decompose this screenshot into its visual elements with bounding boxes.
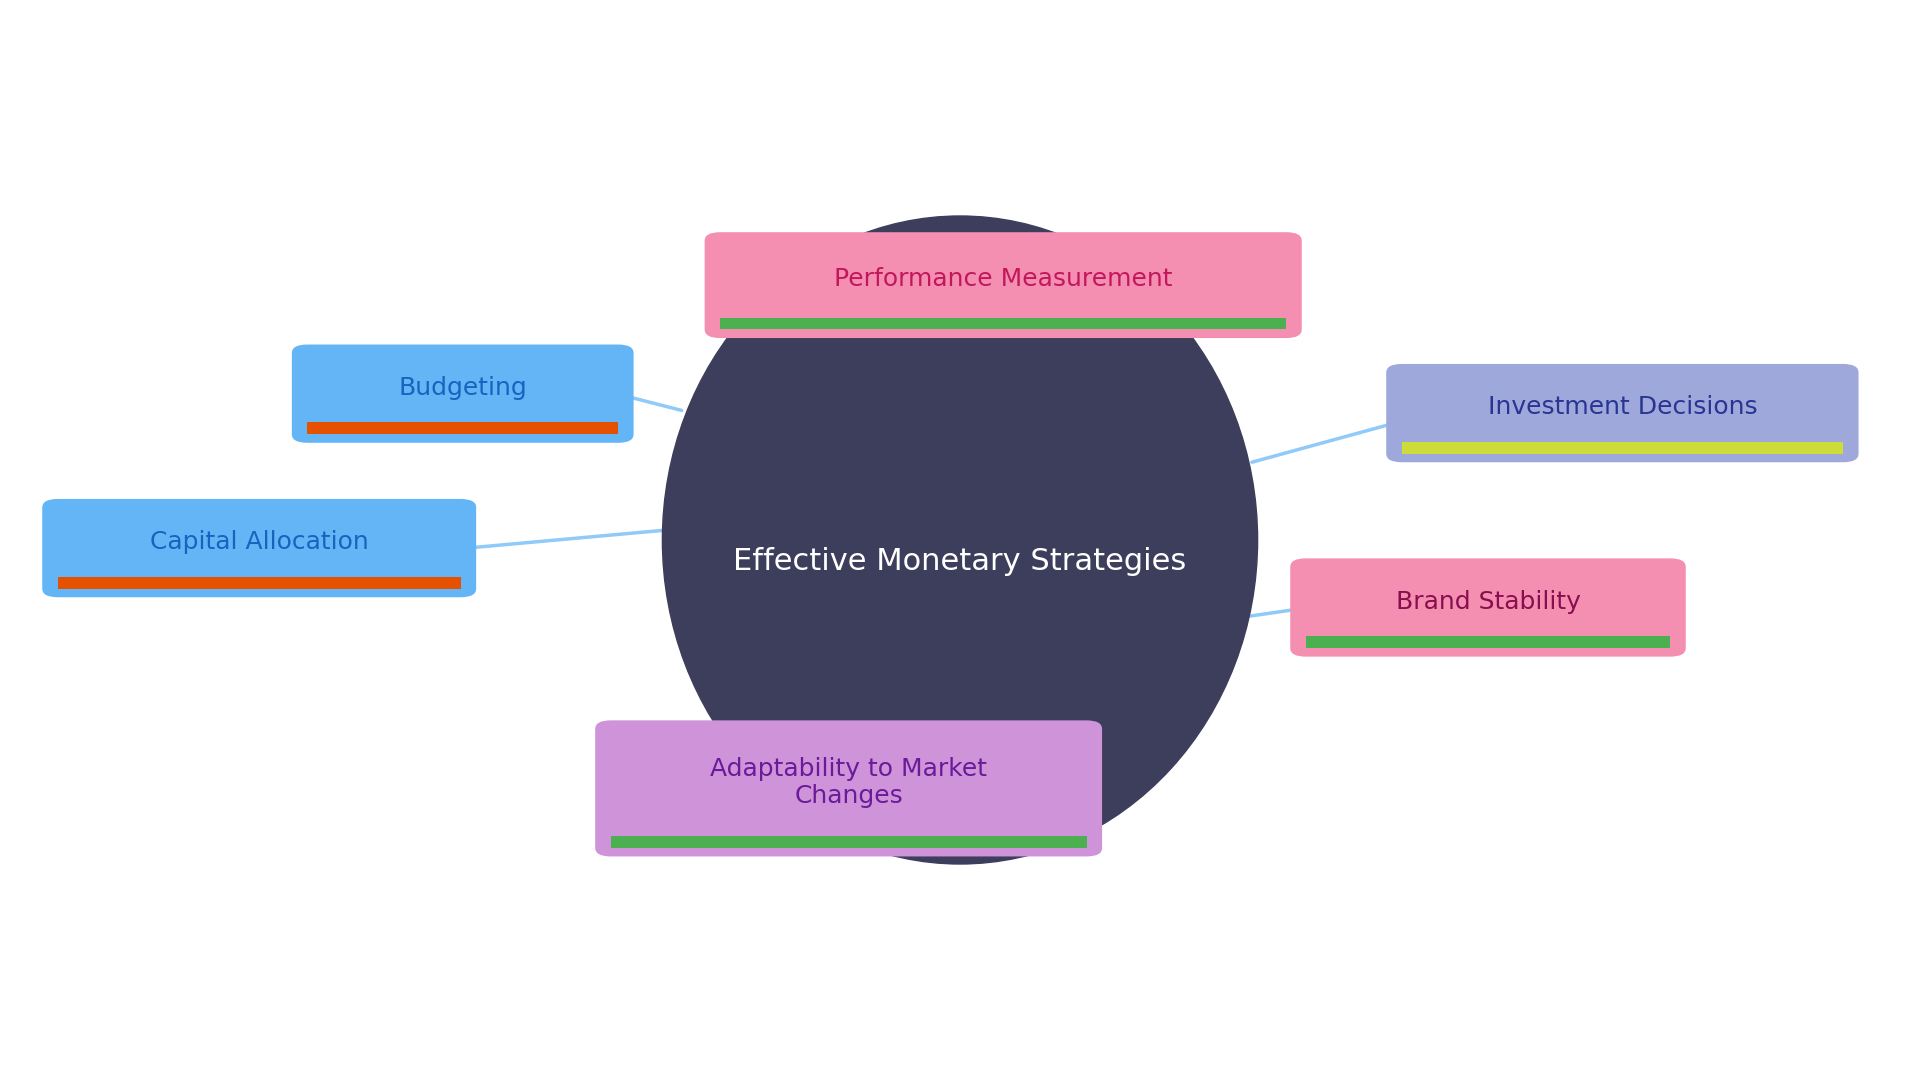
Text: Capital Allocation: Capital Allocation — [150, 530, 369, 554]
Text: Effective Monetary Strategies: Effective Monetary Strategies — [733, 548, 1187, 576]
Ellipse shape — [662, 216, 1258, 864]
Text: Performance Measurement: Performance Measurement — [833, 267, 1173, 292]
Bar — [720, 318, 1286, 329]
Text: Adaptability to Market
Changes: Adaptability to Market Changes — [710, 757, 987, 808]
Text: Budgeting: Budgeting — [397, 376, 528, 400]
Text: Brand Stability: Brand Stability — [1396, 590, 1580, 613]
Bar — [1402, 442, 1843, 454]
Bar — [1306, 636, 1670, 648]
Bar — [611, 836, 1087, 848]
FancyBboxPatch shape — [292, 345, 634, 443]
Text: Investment Decisions: Investment Decisions — [1488, 395, 1757, 419]
FancyBboxPatch shape — [595, 720, 1102, 856]
Bar — [307, 422, 618, 434]
FancyBboxPatch shape — [705, 232, 1302, 338]
FancyBboxPatch shape — [1386, 364, 1859, 462]
FancyBboxPatch shape — [1290, 558, 1686, 657]
Bar — [58, 577, 461, 589]
FancyBboxPatch shape — [42, 499, 476, 597]
